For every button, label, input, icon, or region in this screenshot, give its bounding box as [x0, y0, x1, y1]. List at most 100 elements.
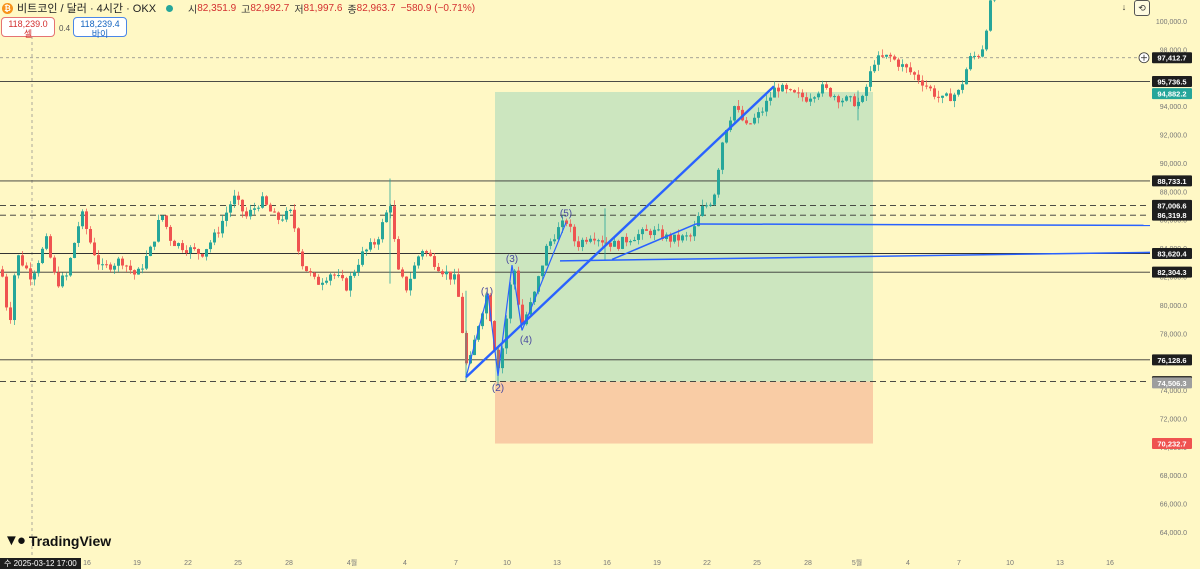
position-zones: [495, 92, 873, 444]
time-tick-label: 16: [603, 560, 611, 567]
candle-body: [773, 88, 776, 98]
candle: [5, 274, 8, 311]
candle-body: [9, 307, 12, 320]
candle-body: [421, 251, 424, 256]
candle-body: [293, 210, 296, 229]
candle: [933, 85, 936, 99]
candle: [321, 278, 324, 290]
candle-body: [449, 271, 452, 279]
candle-body: [569, 224, 572, 227]
candle: [993, 0, 996, 2]
candle-body: [241, 200, 244, 212]
candle-body: [701, 206, 704, 216]
candle-body: [789, 89, 792, 90]
candle-body: [101, 264, 104, 265]
candle-body: [621, 237, 624, 249]
candle: [421, 250, 424, 260]
candle: [333, 273, 336, 279]
candle-body: [345, 278, 348, 290]
candle: [293, 204, 296, 232]
candle: [405, 276, 408, 292]
candle-body: [205, 249, 208, 256]
candle: [881, 49, 884, 57]
time-tick-label: 19: [653, 560, 661, 567]
candle-body: [1, 269, 4, 276]
candle-body: [965, 69, 968, 84]
candle-body: [437, 267, 440, 271]
candle: [381, 219, 384, 243]
candle: [361, 247, 364, 267]
candle-body: [97, 255, 100, 264]
candle-body: [845, 96, 848, 100]
candle-body: [441, 271, 444, 274]
price-tick-label: 66,000.0: [1160, 502, 1187, 509]
candle-body: [889, 55, 892, 57]
candle-body: [745, 120, 748, 123]
candle-body: [749, 123, 752, 124]
replay-icon[interactable]: ⟲: [1134, 0, 1150, 16]
sell-button[interactable]: 118,239.0 셀: [1, 17, 55, 37]
tradingview-icon: ▼●: [4, 532, 24, 549]
time-tick-label: 10: [1006, 560, 1014, 567]
candle-body: [17, 255, 20, 275]
last-price-badge: 94,882.2: [1157, 90, 1186, 99]
candle: [365, 249, 368, 256]
candle-body: [545, 246, 548, 266]
candle: [885, 55, 888, 59]
loss-zone: [495, 382, 873, 444]
candle-body: [853, 96, 856, 106]
candle-body: [549, 241, 552, 246]
candle: [897, 58, 900, 71]
candle: [209, 240, 212, 253]
candle-body: [681, 235, 684, 240]
candle: [161, 215, 164, 222]
candle: [409, 273, 412, 296]
candle: [545, 244, 548, 266]
candle-body: [733, 106, 736, 120]
candle: [825, 82, 828, 90]
candle-body: [329, 275, 332, 281]
bitcoin-icon: ₿: [2, 3, 13, 14]
candle: [169, 225, 172, 246]
candle-body: [357, 265, 360, 272]
candle: [337, 269, 340, 278]
time-tick-label: 22: [703, 560, 711, 567]
candle: [317, 274, 320, 285]
candle-body: [61, 276, 64, 287]
candle: [61, 273, 64, 288]
time-tick-label: 5월: [852, 558, 862, 567]
candle-body: [385, 212, 388, 222]
candle: [29, 262, 32, 285]
scroll-down-icon[interactable]: ↓: [1117, 0, 1131, 14]
low-value: 81,997.6: [304, 3, 343, 14]
candle-body: [289, 210, 292, 211]
candle: [349, 272, 352, 297]
buy-button[interactable]: 118,239.4 바이: [73, 17, 127, 37]
candle: [93, 238, 96, 256]
candle: [297, 227, 300, 254]
candle-body: [245, 211, 248, 216]
level-badge: 88,733.1: [1157, 177, 1186, 186]
candle-body: [237, 196, 240, 200]
candle-body: [685, 235, 688, 236]
candle-body: [649, 231, 652, 235]
candle-body: [881, 55, 884, 56]
candle: [205, 249, 208, 261]
candle: [157, 215, 160, 243]
time-tick-label: 19: [133, 560, 141, 567]
candle-body: [637, 234, 640, 240]
candle-body: [149, 247, 152, 256]
candle: [69, 257, 72, 277]
candle: [449, 271, 452, 284]
candle-body: [21, 255, 24, 265]
wave-label: (2): [492, 383, 504, 394]
price-tick-label: 88,000.0: [1160, 189, 1187, 196]
candle: [49, 234, 52, 258]
candle: [85, 209, 88, 235]
candle-body: [109, 264, 112, 269]
symbol-title[interactable]: 비트코인 / 달러 · 4시간 · OKX: [17, 0, 156, 16]
candle: [301, 249, 304, 270]
price-tick-label: 74,000.0: [1160, 388, 1187, 395]
